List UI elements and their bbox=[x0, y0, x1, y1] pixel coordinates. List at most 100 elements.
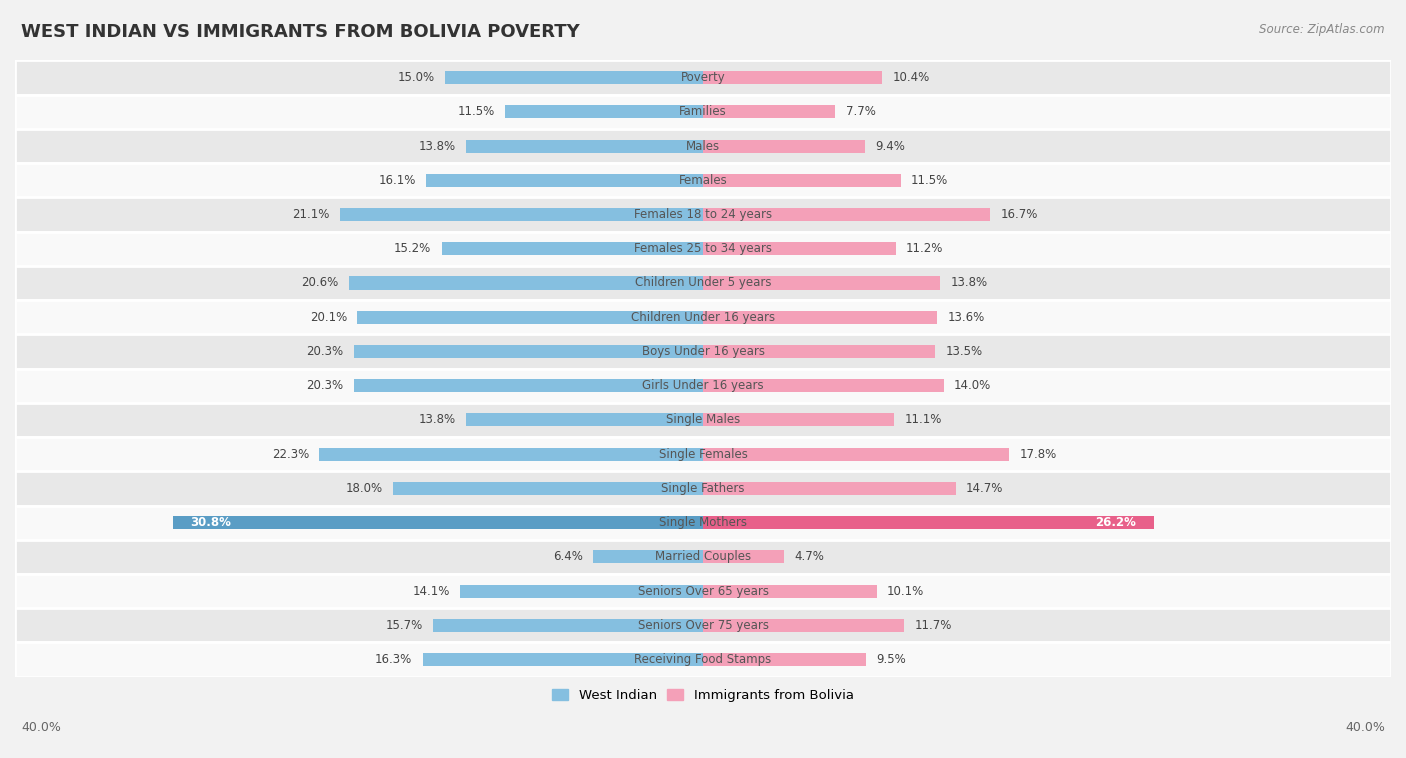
Text: 11.2%: 11.2% bbox=[905, 243, 943, 255]
Text: 13.5%: 13.5% bbox=[945, 345, 983, 358]
Bar bbox=[703, 550, 783, 563]
Bar bbox=[15, 95, 1391, 129]
Bar bbox=[703, 345, 935, 358]
Text: 40.0%: 40.0% bbox=[21, 721, 60, 735]
Text: Single Fathers: Single Fathers bbox=[661, 482, 745, 495]
Text: 10.4%: 10.4% bbox=[893, 71, 929, 84]
Text: Single Females: Single Females bbox=[658, 448, 748, 461]
Text: 13.6%: 13.6% bbox=[948, 311, 984, 324]
Bar bbox=[15, 163, 1391, 197]
Text: 11.7%: 11.7% bbox=[914, 619, 952, 632]
Text: WEST INDIAN VS IMMIGRANTS FROM BOLIVIA POVERTY: WEST INDIAN VS IMMIGRANTS FROM BOLIVIA P… bbox=[21, 23, 579, 41]
Text: Children Under 16 years: Children Under 16 years bbox=[631, 311, 775, 324]
Text: 4.7%: 4.7% bbox=[794, 550, 824, 563]
Text: 16.7%: 16.7% bbox=[1001, 208, 1038, 221]
Text: Males: Males bbox=[686, 139, 720, 152]
Text: 7.7%: 7.7% bbox=[846, 105, 876, 118]
Text: 18.0%: 18.0% bbox=[346, 482, 382, 495]
Bar bbox=[15, 437, 1391, 471]
Bar bbox=[354, 345, 703, 358]
Bar bbox=[446, 71, 703, 84]
Text: 20.1%: 20.1% bbox=[309, 311, 347, 324]
Bar bbox=[703, 448, 1010, 461]
Text: 11.1%: 11.1% bbox=[904, 413, 942, 427]
Bar bbox=[703, 619, 904, 632]
Bar bbox=[15, 608, 1391, 643]
Bar bbox=[15, 506, 1391, 540]
Text: Poverty: Poverty bbox=[681, 71, 725, 84]
Text: Source: ZipAtlas.com: Source: ZipAtlas.com bbox=[1260, 23, 1385, 36]
Bar bbox=[15, 129, 1391, 163]
Text: 30.8%: 30.8% bbox=[190, 516, 232, 529]
Bar bbox=[15, 266, 1391, 300]
Bar bbox=[703, 105, 835, 118]
Bar bbox=[703, 516, 1154, 529]
Text: 10.1%: 10.1% bbox=[887, 584, 924, 597]
Bar bbox=[703, 413, 894, 427]
Text: 15.0%: 15.0% bbox=[398, 71, 434, 84]
Bar bbox=[423, 653, 703, 666]
Text: 22.3%: 22.3% bbox=[271, 448, 309, 461]
Bar bbox=[465, 413, 703, 427]
Text: 20.3%: 20.3% bbox=[307, 379, 343, 392]
Bar bbox=[15, 61, 1391, 95]
Text: 14.7%: 14.7% bbox=[966, 482, 1004, 495]
Bar bbox=[703, 71, 882, 84]
Text: 14.0%: 14.0% bbox=[955, 379, 991, 392]
Text: 40.0%: 40.0% bbox=[1346, 721, 1385, 735]
Text: 20.3%: 20.3% bbox=[307, 345, 343, 358]
Bar bbox=[319, 448, 703, 461]
Text: 21.1%: 21.1% bbox=[292, 208, 330, 221]
Bar bbox=[465, 139, 703, 152]
Bar bbox=[703, 174, 901, 186]
Text: 6.4%: 6.4% bbox=[553, 550, 582, 563]
Bar bbox=[593, 550, 703, 563]
Text: Boys Under 16 years: Boys Under 16 years bbox=[641, 345, 765, 358]
Text: 13.8%: 13.8% bbox=[950, 277, 988, 290]
Text: 14.1%: 14.1% bbox=[413, 584, 450, 597]
Bar bbox=[394, 482, 703, 495]
Text: 17.8%: 17.8% bbox=[1019, 448, 1057, 461]
Bar bbox=[15, 643, 1391, 677]
Text: 15.7%: 15.7% bbox=[385, 619, 423, 632]
Text: Married Couples: Married Couples bbox=[655, 550, 751, 563]
Text: Single Mothers: Single Mothers bbox=[659, 516, 747, 529]
Text: Females 25 to 34 years: Females 25 to 34 years bbox=[634, 243, 772, 255]
Bar bbox=[15, 197, 1391, 232]
Bar bbox=[703, 482, 956, 495]
Text: Families: Families bbox=[679, 105, 727, 118]
Text: Single Males: Single Males bbox=[666, 413, 740, 427]
Bar bbox=[703, 243, 896, 255]
Bar bbox=[703, 208, 990, 221]
Text: 15.2%: 15.2% bbox=[394, 243, 432, 255]
Bar bbox=[703, 277, 941, 290]
Text: Seniors Over 65 years: Seniors Over 65 years bbox=[637, 584, 769, 597]
Bar bbox=[15, 300, 1391, 334]
Bar bbox=[505, 105, 703, 118]
Bar bbox=[15, 232, 1391, 266]
Bar bbox=[433, 619, 703, 632]
Text: Receiving Food Stamps: Receiving Food Stamps bbox=[634, 653, 772, 666]
Bar bbox=[357, 311, 703, 324]
Bar bbox=[461, 584, 703, 597]
Bar bbox=[15, 368, 1391, 402]
Bar bbox=[703, 653, 866, 666]
Bar bbox=[15, 471, 1391, 506]
Bar bbox=[703, 139, 865, 152]
Bar bbox=[703, 584, 877, 597]
Bar bbox=[15, 540, 1391, 574]
Text: 16.3%: 16.3% bbox=[375, 653, 412, 666]
Text: 13.8%: 13.8% bbox=[418, 139, 456, 152]
Bar bbox=[354, 379, 703, 392]
Bar bbox=[349, 277, 703, 290]
Bar bbox=[441, 243, 703, 255]
Text: Seniors Over 75 years: Seniors Over 75 years bbox=[637, 619, 769, 632]
Text: Girls Under 16 years: Girls Under 16 years bbox=[643, 379, 763, 392]
Legend: West Indian, Immigrants from Bolivia: West Indian, Immigrants from Bolivia bbox=[547, 684, 859, 707]
Bar bbox=[340, 208, 703, 221]
Bar bbox=[15, 402, 1391, 437]
Text: 13.8%: 13.8% bbox=[418, 413, 456, 427]
Text: Females 18 to 24 years: Females 18 to 24 years bbox=[634, 208, 772, 221]
Text: 11.5%: 11.5% bbox=[457, 105, 495, 118]
Text: 20.6%: 20.6% bbox=[301, 277, 339, 290]
